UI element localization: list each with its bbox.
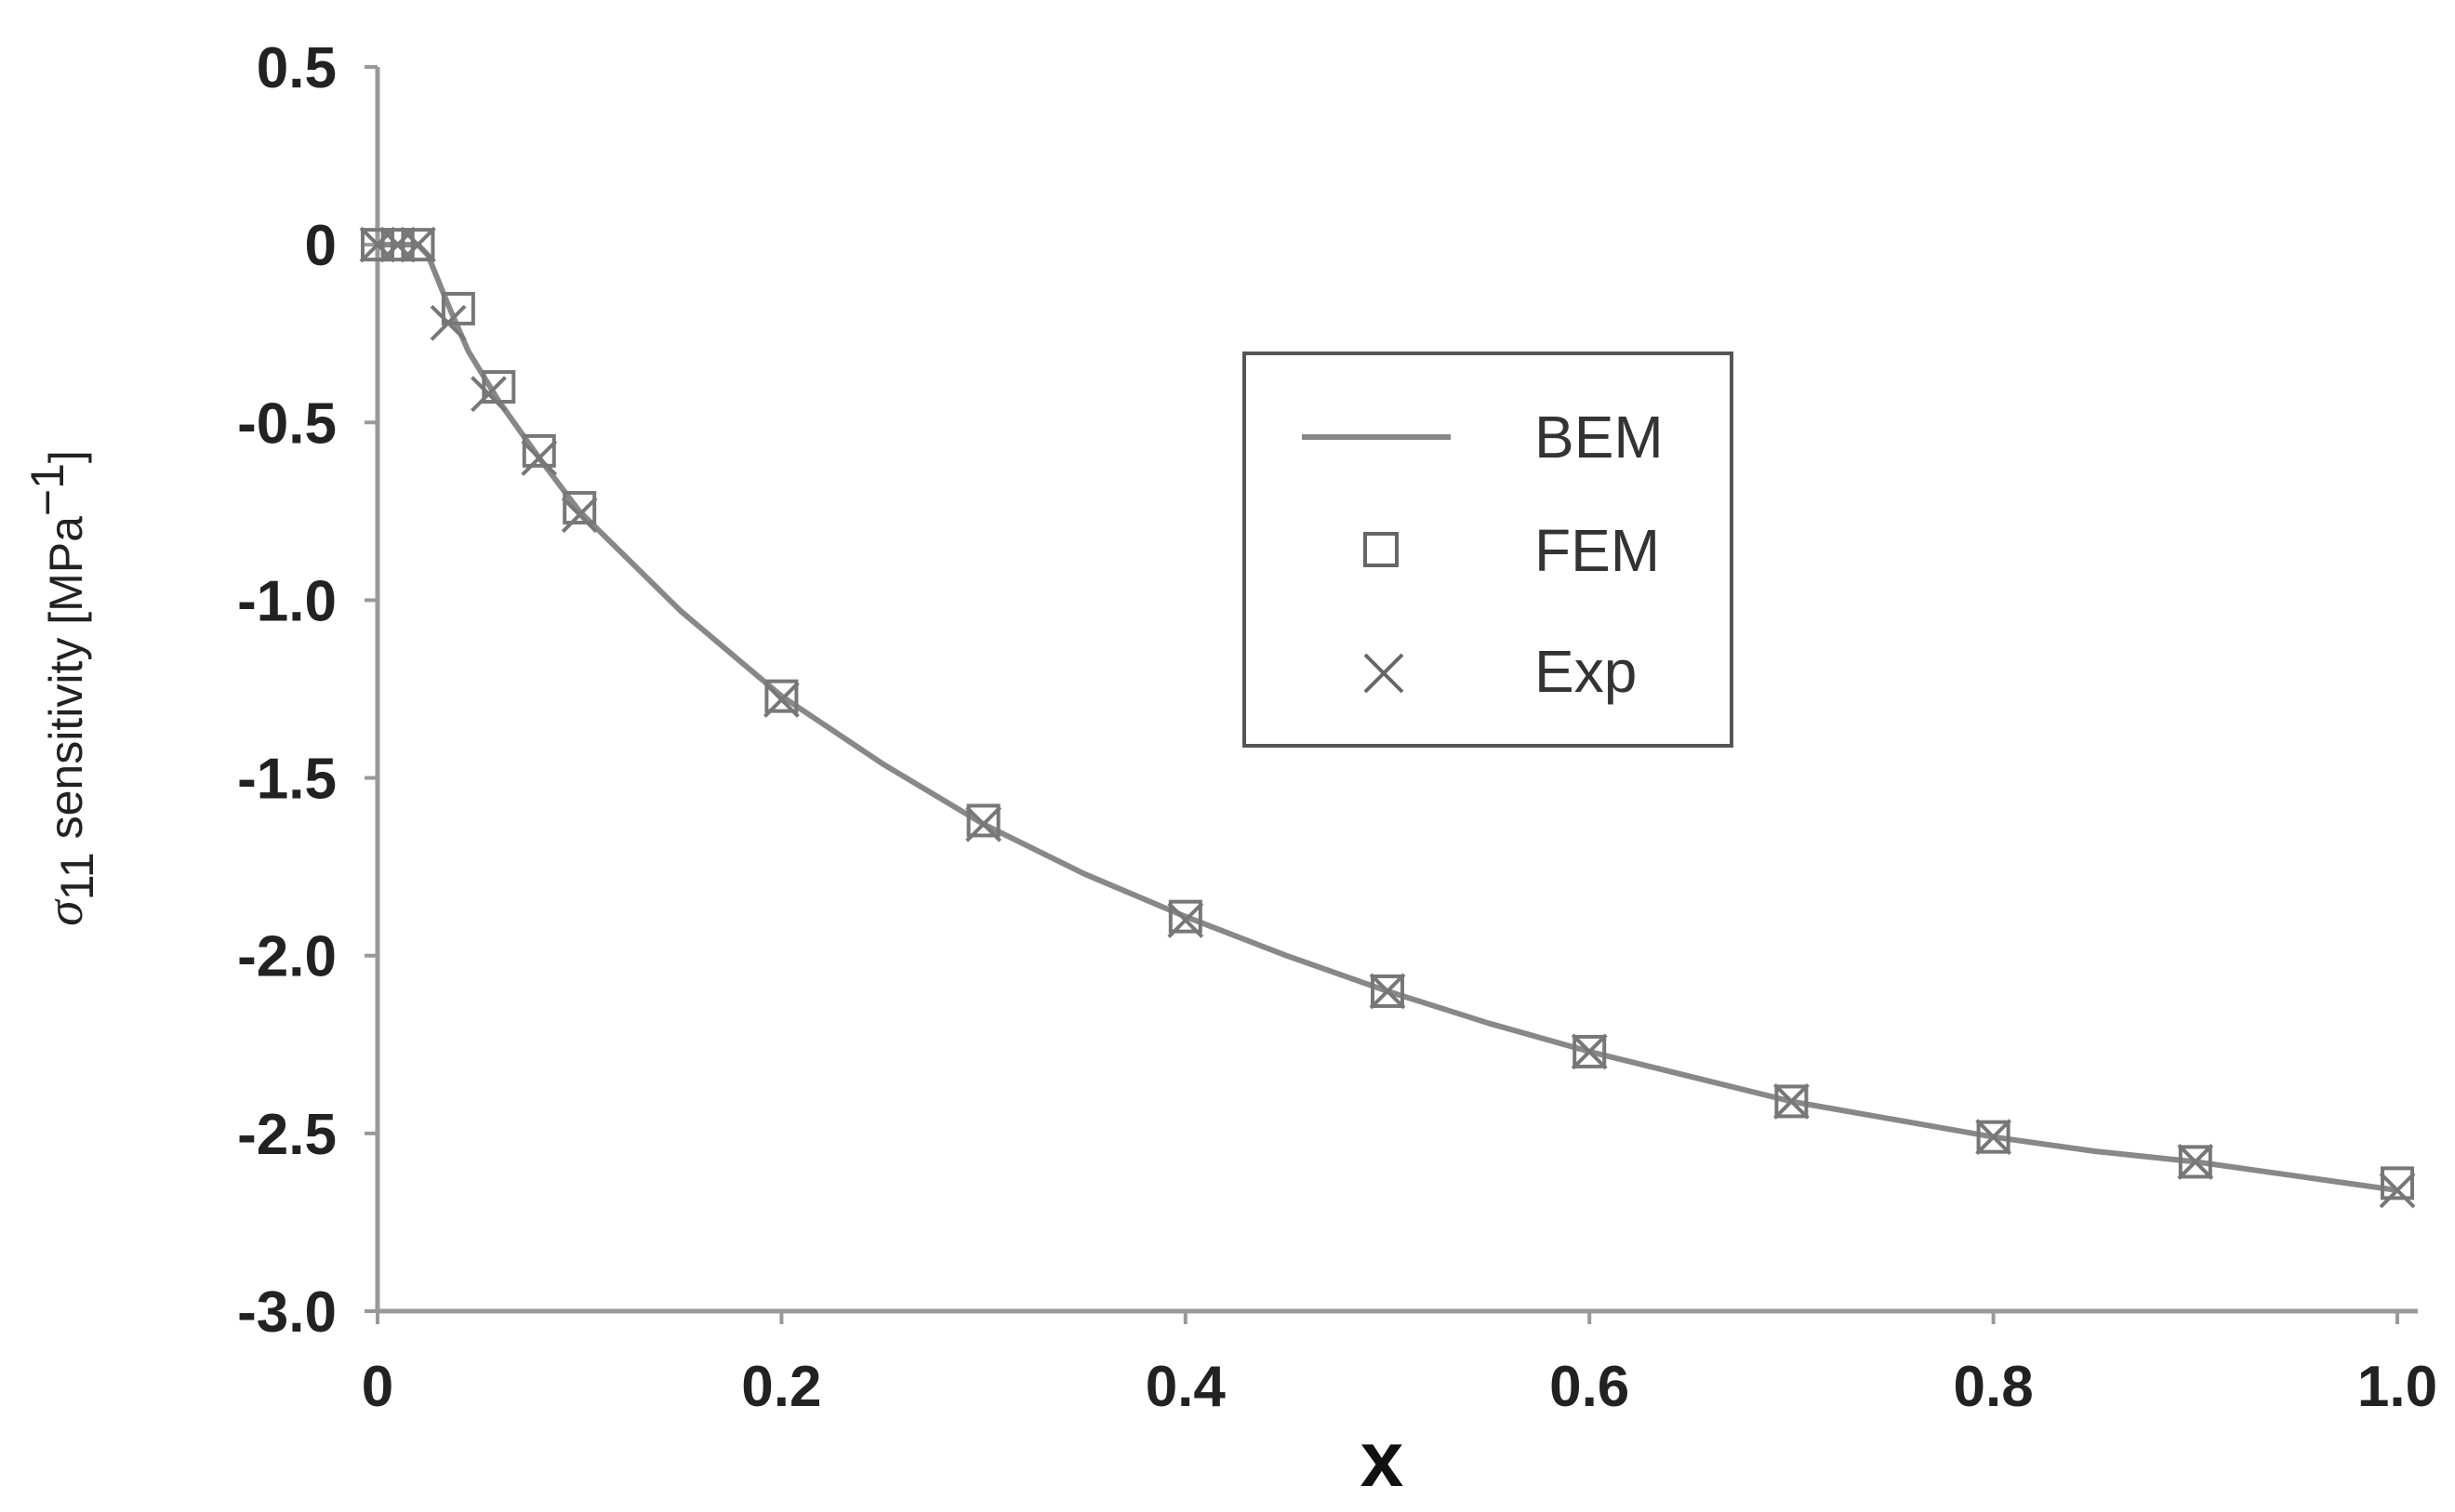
marker-fem [1573,1034,1607,1068]
x-axis-label: x [1360,1415,1404,1503]
marker-exp [2379,1172,2416,1209]
marker-fem [1168,899,1202,934]
y-tick-label: 0 [305,214,337,278]
x-tick-label: 0.8 [1953,1355,2033,1419]
y-axis-label-symbol: σ [36,898,94,926]
y-axis-label-superscript: −1 [21,463,73,516]
series-layer [359,226,2416,1209]
y-tick-label: -1.0 [237,569,337,633]
y-axis-label-close: ] [40,450,92,463]
y-tick-label: 0.5 [257,36,337,100]
x-tick-label: 1.0 [2357,1355,2437,1419]
y-tick-label: -2.0 [237,925,337,989]
marker-exp [1167,902,1204,938]
y-tick-label: -0.5 [237,391,337,456]
marker-exp [400,226,436,263]
y-tick-label: -1.5 [237,748,337,812]
marker-fem [401,228,435,262]
x-tick-label: 0.2 [741,1355,821,1419]
x-tick-label: 0.4 [1146,1355,1227,1419]
marker-fem [522,433,556,468]
x-tick-label: 0 [362,1355,393,1419]
legend-label-bem: BEM [1534,404,1664,471]
marker-fem [2178,1145,2212,1179]
legend-label-fem: FEM [1534,517,1660,584]
marker-fem [1774,1084,1809,1119]
series-line-bem [378,242,2398,1193]
legend-marker-fem [1363,532,1399,567]
marker-exp [430,304,467,341]
legend-marker-exp [1363,653,1404,694]
legend-box [1242,351,1733,748]
marker-fem [441,291,475,325]
y-axis-label-text: sensitivity [MPa [40,516,92,852]
marker-exp [561,497,598,534]
marker-exp [1975,1119,2012,1156]
marker-fem [563,491,597,525]
marker-fem [1371,974,1404,1008]
marker-exp [1571,1033,1608,1070]
axis-ticks [365,65,2399,1324]
legend: BEM FEM Exp [1242,351,1733,748]
marker-fem [380,228,415,262]
marker-exp [763,682,800,718]
marker-fem [764,679,799,713]
marker-exp [965,805,1002,842]
marker-exp [1772,1083,1810,1120]
marker-exp [2177,1144,2214,1180]
marker-fem [1976,1120,2010,1154]
y-axis-label: σ11 sensitivity [MPa−1] [21,450,103,926]
marker-exp [521,440,558,476]
marker-exp [471,376,507,413]
x-tick-label: 0.6 [1549,1355,1629,1419]
marker-fem [2381,1166,2414,1200]
y-tick-label: -3.0 [237,1280,337,1345]
y-tick-label: -2.5 [237,1103,337,1167]
y-axis-label-subscript: 11 [51,852,103,900]
marker-fem [361,228,394,262]
marker-fem [966,803,1001,838]
marker-exp [1369,973,1406,1010]
legend-label-exp: Exp [1534,638,1637,705]
tick-labels: 0.5 0 -0.5 -1.0 -1.5 -2.0 -2.5 -3.0 0 0.2 0.4 0.6 0.… [237,36,2437,1419]
